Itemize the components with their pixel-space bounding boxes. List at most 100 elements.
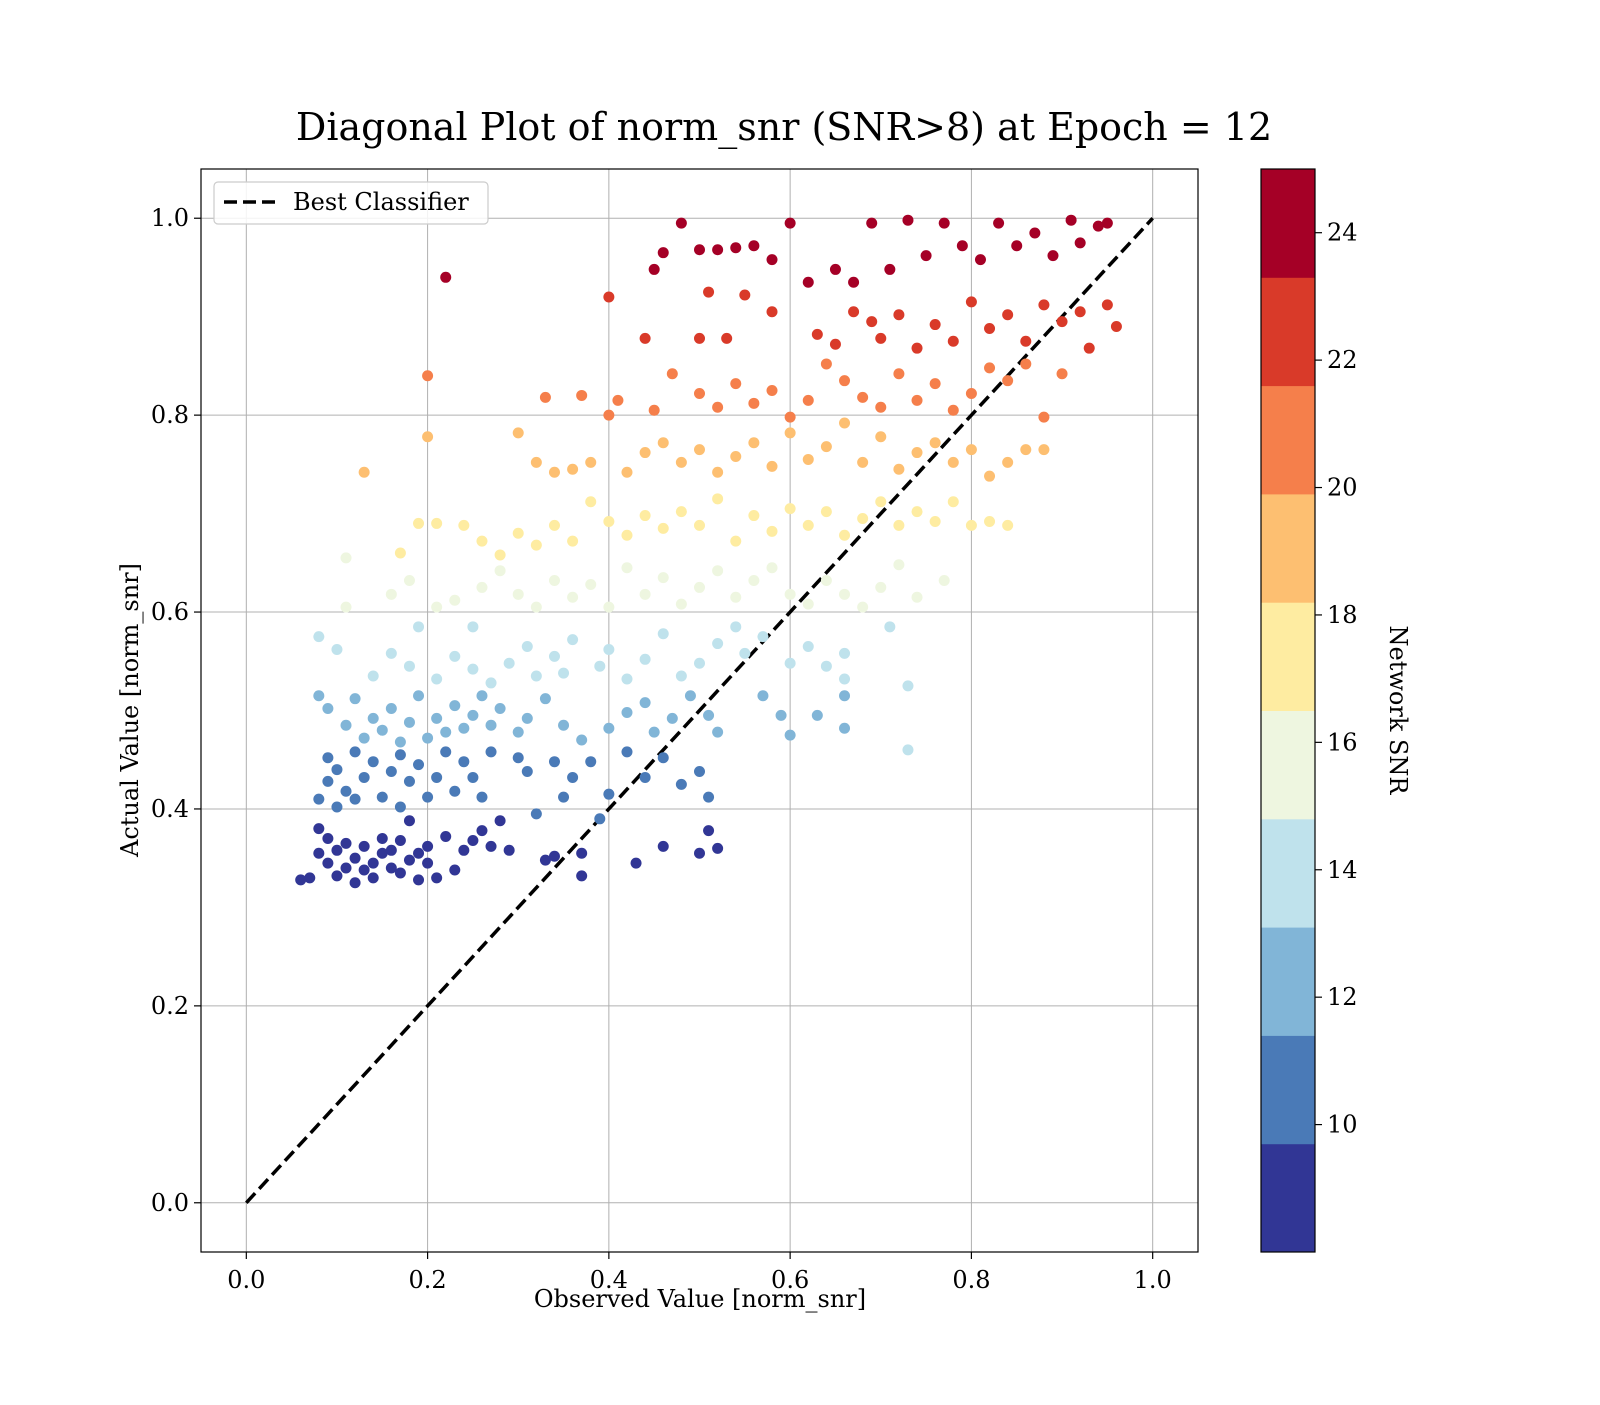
scatter-point-bin9-22	[1029, 227, 1041, 239]
scatter-point-bin6-26	[965, 444, 977, 456]
scatter-point-bin2-17	[476, 690, 488, 702]
scatter-point-bin3-34	[902, 680, 914, 692]
scatter-point-bin3-26	[739, 647, 751, 659]
scatter-point-bin2-11	[422, 732, 434, 744]
scatter-point-bin0-29	[440, 831, 452, 843]
colorbar-segment-6	[1261, 493, 1315, 603]
scatter-point-bin5-14	[657, 522, 669, 534]
scatter-point-bin1-13	[394, 801, 406, 813]
scatter-point-bin1-26	[530, 808, 542, 820]
plot-frame	[200, 168, 1199, 1253]
colorbar-segment-0	[1261, 1143, 1315, 1253]
scatter-point-bin7-11	[766, 385, 778, 397]
scatter-point-bin1-19	[449, 785, 461, 797]
x-axis-label: Observed Value [norm_snr]	[534, 1285, 866, 1313]
scatter-point-bin6-7	[621, 466, 633, 478]
scatter-point-bin8-21	[1056, 316, 1068, 328]
scatter-point-bin9-10	[802, 276, 814, 288]
scatter-point-bin2-38	[839, 722, 851, 734]
legend-box	[213, 181, 489, 225]
scatter-point-bin6-10	[675, 456, 687, 468]
scatter-point-bin9-5	[712, 244, 724, 256]
scatter-point-bin2-34	[775, 709, 787, 721]
scatter-point-bin4-28	[875, 581, 887, 593]
scatter-point-bin1-22	[476, 791, 488, 803]
scatter-point-bin6-5	[567, 463, 579, 475]
scatter-point-bin7-12	[784, 411, 796, 423]
scatter-point-bin9-1	[648, 263, 660, 275]
scatter-point-bin0-17	[376, 832, 388, 844]
scatter-point-bin1-20	[458, 756, 470, 768]
scatter-point-bin4-24	[802, 598, 814, 610]
scatter-point-bin3-21	[657, 628, 669, 640]
scatter-point-bin8-25	[1110, 321, 1122, 333]
scatter-point-bin0-36	[503, 844, 515, 856]
scatter-point-bin6-8	[639, 447, 651, 459]
scatter-point-bin3-5	[413, 621, 425, 633]
scatter-point-bin2-33	[757, 690, 769, 702]
scatter-point-bin7-23	[984, 362, 996, 374]
scatter-point-bin0-43	[694, 847, 705, 859]
colorbar-segment-4	[1261, 710, 1315, 820]
scatter-point-bin7-6	[666, 368, 678, 380]
scatter-point-bin6-28	[1002, 456, 1014, 468]
scatter-point-bin0-3	[313, 823, 325, 835]
colorbar-tick-label-6: 22	[1327, 346, 1358, 374]
scatter-point-bin1-37	[694, 766, 705, 778]
scatter-point-bin6-2	[512, 427, 524, 439]
scatter-point-bin8-10	[866, 316, 878, 328]
scatter-point-bin5-30	[947, 496, 959, 508]
scatter-point-bin9-0	[440, 271, 452, 283]
colorbar-tick-label-7: 24	[1327, 219, 1358, 247]
scatter-point-bin7-2	[576, 389, 588, 401]
scatter-point-bin6-27	[984, 470, 996, 482]
scatter-point-bin7-5	[648, 404, 660, 416]
scatter-point-bin9-19	[974, 254, 986, 266]
scatter-point-bin3-27	[757, 631, 769, 643]
scatter-point-bin3-18	[603, 643, 615, 655]
scatter-point-bin4-23	[784, 588, 796, 600]
scatter-point-bin9-8	[766, 254, 778, 266]
scatter-point-bin0-28	[431, 872, 443, 884]
scatter-point-bin3-2	[367, 670, 379, 682]
scatter-point-bin4-1	[340, 601, 352, 613]
scatter-point-bin0-44	[703, 825, 715, 837]
scatter-point-bin0-32	[467, 834, 479, 846]
scatter-point-bin2-19	[494, 703, 506, 715]
scatter-point-bin8-22	[1074, 306, 1086, 318]
scatter-point-bin0-15	[367, 872, 379, 884]
colorbar-segment-5	[1261, 602, 1315, 711]
scatter-point-bin8-5	[739, 289, 751, 301]
scatter-point-bin3-12	[521, 641, 533, 653]
scatter-point-bin7-14	[820, 358, 832, 370]
scatter-point-bin6-6	[585, 456, 597, 468]
scatter-point-bin3-28	[784, 657, 796, 669]
scatter-point-bin2-26	[621, 706, 633, 718]
scatter-point-bin1-5	[340, 785, 352, 797]
scatter-point-bin3-32	[839, 673, 851, 685]
scatter-point-bin7-9	[730, 378, 742, 390]
scatter-point-bin7-1	[539, 391, 551, 403]
scatter-point-bin3-17	[594, 660, 606, 672]
scatter-point-bin9-9	[784, 217, 796, 229]
scatter-point-bin1-6	[349, 746, 361, 758]
scatter-point-bin2-29	[666, 712, 678, 724]
scatter-point-bin8-7	[811, 328, 823, 340]
scatter-point-bin4-29	[893, 559, 905, 571]
scatter-point-bin0-1	[304, 872, 316, 884]
scatter-point-bin8-8	[829, 338, 841, 350]
scatter-point-bin4-5	[449, 594, 461, 606]
scatter-point-bin3-15	[558, 667, 570, 679]
scatter-point-bin9-6	[730, 242, 742, 254]
scatter-point-bin4-7	[494, 565, 506, 577]
scatter-point-bin0-19	[385, 844, 397, 856]
scatter-point-bin1-9	[367, 756, 379, 768]
x-tick-label-4: 0.8	[952, 1266, 990, 1294]
scatter-point-bin5-4	[476, 535, 488, 547]
scatter-point-bin6-22	[893, 463, 905, 475]
scatter-point-bin4-14	[621, 562, 633, 574]
colorbar-tick-label-4: 18	[1327, 601, 1358, 629]
scatter-point-bin8-18	[1002, 309, 1014, 321]
scatter-point-bin4-10	[548, 575, 560, 587]
scatter-point-bin4-15	[639, 588, 651, 600]
